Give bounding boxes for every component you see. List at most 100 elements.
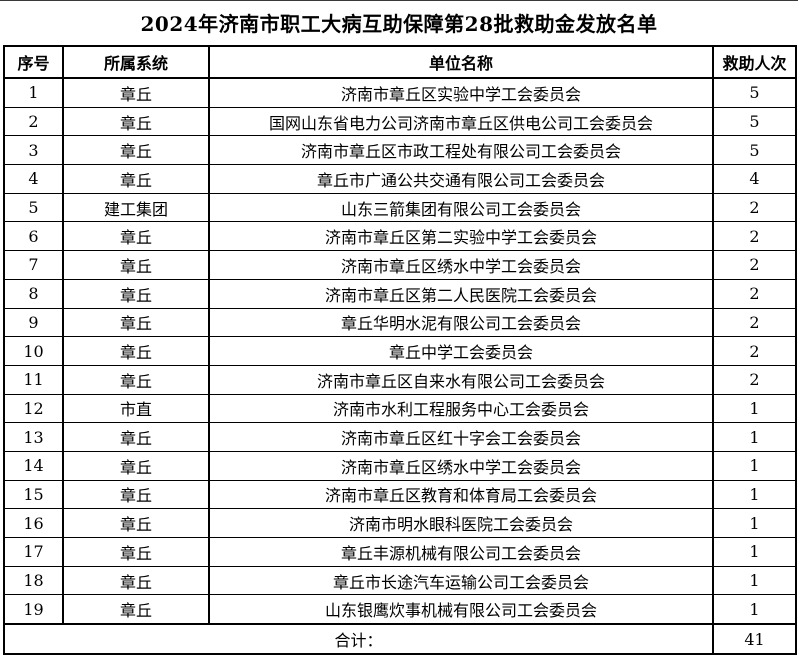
cell-system: 章丘 (62, 221, 210, 252)
cell-relief-count: 5 (712, 135, 797, 166)
cell-unit-name: 章丘丰源机械有限公司工会委员会 (208, 537, 714, 567)
cell-relief-count: 5 (712, 106, 797, 137)
col-header-unit-name: 单位名称 (208, 45, 714, 79)
table-row: 15 章丘 济南市章丘区教育和体育局工会委员会 1 (3, 479, 797, 510)
table-row: 10 章丘 章丘中学工会委员会 2 (3, 336, 797, 366)
cell-system: 章丘 (62, 106, 210, 137)
cell-relief-count: 2 (712, 192, 797, 223)
cell-row-number: 3 (3, 135, 64, 166)
cell-row-number: 4 (3, 164, 64, 194)
cell-system: 章丘 (62, 250, 210, 280)
cell-row-number: 6 (3, 221, 64, 252)
cell-system: 市直 (62, 393, 210, 424)
cell-unit-name: 山东银鹰炊事机械有限公司工会委员会 (208, 594, 714, 625)
cell-unit-name: 济南市章丘区市政工程处有限公司工会委员会 (208, 135, 714, 166)
total-row: 合计： 41 (3, 623, 797, 656)
cell-system: 章丘 (62, 479, 210, 510)
cell-row-number: 5 (3, 192, 64, 223)
cell-system: 章丘 (62, 364, 210, 395)
cell-row-number: 1 (3, 77, 64, 108)
cell-relief-count: 1 (712, 537, 797, 567)
table-row: 1 章丘 济南市章丘区实验中学工会委员会 5 (3, 77, 797, 108)
table-body: 1 章丘 济南市章丘区实验中学工会委员会 5 2 章丘 国网山东省电力公司济南市… (3, 77, 797, 625)
cell-system: 章丘 (62, 508, 210, 538)
table-row: 6 章丘 济南市章丘区第二实验中学工会委员会 2 (3, 221, 797, 252)
table-row: 8 章丘 济南市章丘区第二人民医院工会委员会 2 (3, 278, 797, 309)
cell-relief-count: 2 (712, 278, 797, 309)
cell-row-number: 7 (3, 250, 64, 280)
table-header: 序号 所属系统 单位名称 救助人次 (3, 45, 797, 79)
table-row: 9 章丘 章丘华明水泥有限公司工会委员会 2 (3, 307, 797, 338)
cell-unit-name: 山东三箭集团有限公司工会委员会 (208, 192, 714, 223)
cell-system: 章丘 (62, 278, 210, 309)
cell-system: 章丘 (62, 77, 210, 108)
cell-relief-count: 2 (712, 307, 797, 338)
cell-unit-name: 济南市章丘区绣水中学工会委员会 (208, 450, 714, 481)
cell-relief-count: 1 (712, 594, 797, 625)
cell-row-number: 15 (3, 479, 64, 510)
cell-system: 章丘 (62, 307, 210, 338)
relief-fund-table: 序号 所属系统 单位名称 救助人次 1 章丘 济南市章丘区实验中学工会委员会 5… (3, 45, 797, 656)
cell-unit-name: 章丘华明水泥有限公司工会委员会 (208, 307, 714, 338)
cell-unit-name: 济南市章丘区第二实验中学工会委员会 (208, 221, 714, 252)
cell-row-number: 12 (3, 393, 64, 424)
cell-unit-name: 济南市明水眼科医院工会委员会 (208, 508, 714, 538)
table-row: 12 市直 济南市水利工程服务中心工会委员会 1 (3, 393, 797, 424)
cell-relief-count: 2 (712, 364, 797, 395)
cell-unit-name: 济南市水利工程服务中心工会委员会 (208, 393, 714, 424)
cell-relief-count: 1 (712, 450, 797, 481)
cell-unit-name: 济南市章丘区红十字会工会委员会 (208, 422, 714, 452)
table-row: 13 章丘 济南市章丘区红十字会工会委员会 1 (3, 422, 797, 452)
cell-relief-count: 1 (712, 479, 797, 510)
cell-relief-count: 2 (712, 250, 797, 280)
cell-unit-name: 济南市章丘区自来水有限公司工会委员会 (208, 364, 714, 395)
cell-unit-name: 章丘中学工会委员会 (208, 336, 714, 366)
table-row: 11 章丘 济南市章丘区自来水有限公司工会委员会 2 (3, 364, 797, 395)
cell-system: 章丘 (62, 422, 210, 452)
cell-unit-name: 济南市章丘区实验中学工会委员会 (208, 77, 714, 108)
total-value: 41 (712, 623, 797, 656)
cell-system: 建工集团 (62, 192, 210, 223)
cell-unit-name: 章丘市广通公共交通有限公司工会委员会 (208, 164, 714, 194)
cell-unit-name: 济南市章丘区绣水中学工会委员会 (208, 250, 714, 280)
col-header-count: 救助人次 (712, 45, 797, 79)
cell-relief-count: 5 (712, 77, 797, 108)
cell-row-number: 9 (3, 307, 64, 338)
cell-row-number: 13 (3, 422, 64, 452)
page-title: 2024年济南市职工大病互助保障第28批救助金发放名单 (140, 12, 658, 36)
cell-row-number: 19 (3, 594, 64, 625)
cell-row-number: 10 (3, 336, 64, 366)
cell-relief-count: 1 (712, 508, 797, 538)
cell-row-number: 16 (3, 508, 64, 538)
cell-relief-count: 2 (712, 221, 797, 252)
cell-unit-name: 济南市章丘区第二人民医院工会委员会 (208, 278, 714, 309)
cell-system: 章丘 (62, 135, 210, 166)
cell-row-number: 14 (3, 450, 64, 481)
table-row: 18 章丘 章丘市长途汽车运输公司工会委员会 1 (3, 565, 797, 596)
total-label: 合计： (3, 623, 714, 656)
cell-row-number: 11 (3, 364, 64, 395)
cell-system: 章丘 (62, 450, 210, 481)
table-footer: 合计： 41 (3, 623, 797, 656)
table-row: 4 章丘 章丘市广通公共交通有限公司工会委员会 4 (3, 164, 797, 194)
cell-unit-name: 济南市章丘区教育和体育局工会委员会 (208, 479, 714, 510)
table-row: 2 章丘 国网山东省电力公司济南市章丘区供电公司工会委员会 5 (3, 106, 797, 137)
cell-relief-count: 2 (712, 336, 797, 366)
cell-unit-name: 章丘市长途汽车运输公司工会委员会 (208, 565, 714, 596)
cell-relief-count: 1 (712, 422, 797, 452)
cell-row-number: 18 (3, 565, 64, 596)
cell-row-number: 8 (3, 278, 64, 309)
table-row: 14 章丘 济南市章丘区绣水中学工会委员会 1 (3, 450, 797, 481)
col-header-no: 序号 (3, 45, 64, 79)
cell-unit-name: 国网山东省电力公司济南市章丘区供电公司工会委员会 (208, 106, 714, 137)
cell-system: 章丘 (62, 336, 210, 366)
cell-system: 章丘 (62, 565, 210, 596)
cell-system: 章丘 (62, 537, 210, 567)
header-row: 序号 所属系统 单位名称 救助人次 (3, 45, 797, 79)
table-row: 3 章丘 济南市章丘区市政工程处有限公司工会委员会 5 (3, 135, 797, 166)
cell-row-number: 17 (3, 537, 64, 567)
cell-system: 章丘 (62, 594, 210, 625)
cell-relief-count: 4 (712, 164, 797, 194)
table-row: 19 章丘 山东银鹰炊事机械有限公司工会委员会 1 (3, 594, 797, 625)
